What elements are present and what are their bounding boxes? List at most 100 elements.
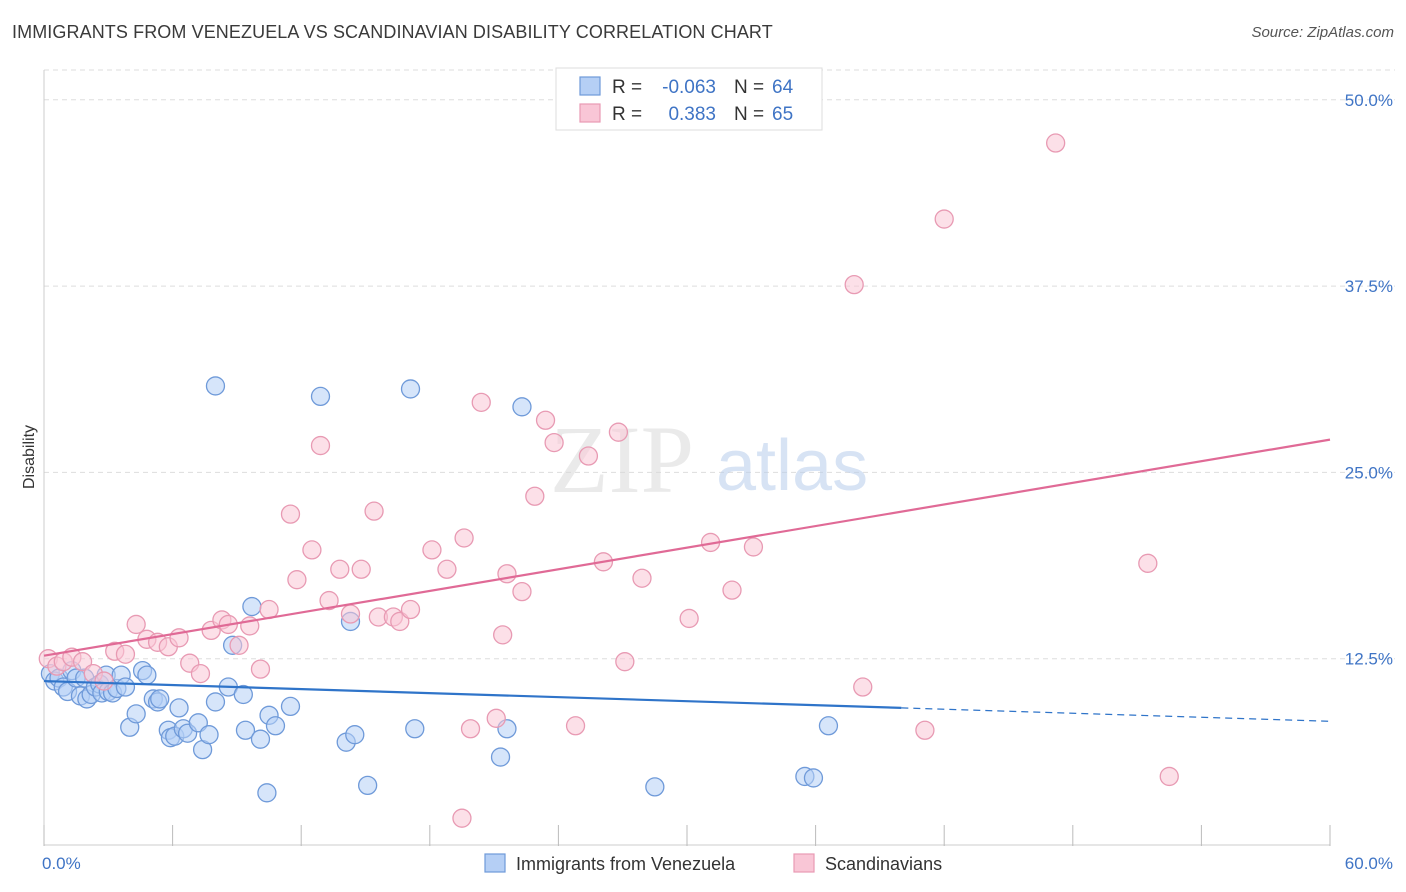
point-scandinavians [454,528,474,548]
point-venezuela [137,665,157,685]
trend-line-venezuela [43,679,902,709]
point-venezuela [265,716,286,736]
point-venezuela [490,747,511,767]
point-scandinavians [319,590,339,611]
point-scandinavians [608,422,629,442]
point-venezuela [205,376,226,396]
chart-title: IMMIGRANTS FROM VENEZUELA VS SCANDINAVIA… [12,22,773,42]
point-venezuela [357,775,378,796]
point-venezuela [512,397,532,417]
point-scandinavians [364,501,384,521]
y-tick-label: 50.0% [1345,91,1393,110]
point-scandinavians [1046,133,1066,153]
point-scandinavians [934,209,954,229]
point-scandinavians [287,570,307,590]
axes [43,70,1331,846]
point-scandinavians [512,581,532,602]
point-scandinavians [94,671,114,691]
point-scandinavians [525,486,545,506]
x-tick-label: 0.0% [42,854,81,873]
point-scandinavians [115,644,136,664]
point-venezuela [199,725,219,745]
point-scandinavians [578,446,599,466]
chart-source: Source: ZipAtlas.com [1251,24,1394,41]
point-venezuela [250,729,271,749]
point-venezuela [257,783,277,803]
legend: R = -0.063 N = 64 R = 0.383 N = 65 [555,67,823,131]
legend-r-label: R = [612,77,642,98]
bottom-legend-label-scandinavians: Scandinavians [825,854,942,874]
bottom-legend-swatch-scandinavians [793,853,815,873]
point-scandinavians [679,608,699,629]
point-scandinavians [471,392,491,413]
y-tick-label: 37.5% [1345,277,1393,296]
y-tick-label: 12.5% [1345,650,1393,669]
point-scandinavians [722,580,742,600]
point-venezuela [645,777,665,797]
point-scandinavians [340,604,361,624]
point-scandinavians [544,432,564,453]
x-tick-labels: 0.0% 60.0% [42,854,1393,873]
point-venezuela [205,692,226,712]
legend-n-value: 64 [772,77,794,98]
point-scandinavians [615,652,635,672]
point-venezuela [345,725,365,745]
point-venezuela [280,696,301,717]
trend-line-scandinavians [43,438,1331,657]
point-scandinavians [330,559,350,579]
series-venezuela-points [40,376,839,803]
legend-n-label: N = [734,104,764,125]
point-scandinavians [302,540,322,560]
point-scandinavians [493,625,513,645]
y-tick-labels: 12.5% 25.0% 37.5% 50.0% [1345,91,1393,669]
point-venezuela [242,596,262,617]
point-scandinavians [72,652,93,672]
watermark: ZIP atlas [550,406,868,513]
point-venezuela [115,677,136,697]
bottom-legend-swatch-venezuela [484,853,506,873]
point-scandinavians [452,808,472,828]
point-venezuela [400,379,421,399]
point-scandinavians [390,611,410,632]
point-scandinavians [632,568,652,588]
point-scandinavians [400,599,421,620]
point-scandinavians [460,719,481,739]
point-scandinavians [565,716,586,736]
point-scandinavians [126,614,146,635]
legend-n-label: N = [734,77,764,98]
legend-swatch-venezuela [579,76,601,96]
point-scandinavians [535,410,556,430]
point-scandinavians [190,663,211,684]
bottom-legend-label-venezuela: Immigrants from Venezuela [516,854,736,874]
trend-line-venezuela-extension [901,707,1331,722]
point-scandinavians [1159,766,1179,787]
point-venezuela [233,684,253,705]
point-scandinavians [351,559,371,579]
point-scandinavians [229,635,249,655]
point-scandinavians [437,559,457,579]
y-tick-label: 25.0% [1345,463,1393,482]
legend-r-label: R = [612,104,642,125]
point-scandinavians [853,677,873,697]
point-scandinavians [743,537,764,557]
point-venezuela [188,713,208,733]
point-scandinavians [310,435,331,456]
point-venezuela [235,720,256,740]
point-venezuela [126,704,146,724]
point-venezuela [405,719,425,739]
point-venezuela [169,698,189,718]
point-scandinavians [844,274,864,295]
point-scandinavians [486,708,506,728]
point-scandinavians [280,504,301,524]
point-scandinavians [1138,553,1158,573]
y-axis-title: Disability [21,425,38,489]
point-scandinavians [422,540,442,560]
watermark-atlas: atlas [716,426,868,506]
point-scandinavians [250,659,271,679]
point-venezuela [150,689,170,709]
legend-r-value: 0.383 [668,104,716,125]
bottom-legend: Immigrants from Venezuela Scandinavians [484,853,942,874]
point-venezuela [818,716,839,736]
grid-lines [44,69,1395,660]
